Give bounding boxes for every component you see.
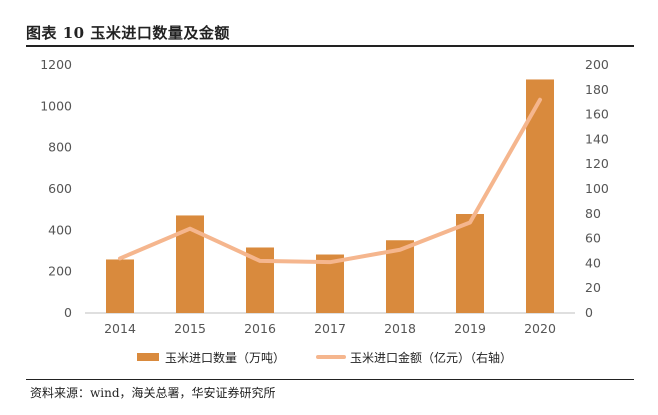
source-rule <box>26 379 634 380</box>
right-tick-label: 20 <box>585 280 601 295</box>
legend-bar-label: 玉米进口数量（万吨） <box>165 350 285 365</box>
bar-2014 <box>106 259 134 313</box>
x-axis-ticks: 2014 2015 2016 2017 2018 2019 2020 <box>104 321 556 336</box>
bar-2019 <box>456 214 484 313</box>
right-tick-label: 40 <box>585 255 601 270</box>
legend-line-label: 玉米进口金额（亿元）（右轴） <box>350 350 512 365</box>
right-tick-label: 180 <box>585 82 609 97</box>
title-rule <box>26 45 634 47</box>
chart-title: 图表 10 玉米进口数量及金额 <box>26 24 230 42</box>
legend-bar-swatch <box>137 353 159 361</box>
right-tick-label: 100 <box>585 181 609 196</box>
right-tick-label: 120 <box>585 156 609 171</box>
bar-series <box>106 79 554 313</box>
amount-line <box>118 97 542 265</box>
left-axis-ticks: 0 200 400 600 800 1000 1200 <box>40 57 72 320</box>
left-tick-label: 200 <box>48 264 72 279</box>
x-tick-label: 2019 <box>454 321 486 336</box>
right-tick-label: 0 <box>585 305 593 320</box>
left-tick-label: 800 <box>48 140 72 155</box>
left-tick-label: 1200 <box>40 57 72 72</box>
right-axis-ticks: 0 20 40 60 80 100 120 140 160 180 200 <box>585 57 609 320</box>
left-tick-label: 0 <box>64 305 72 320</box>
right-tick-label: 160 <box>585 107 609 122</box>
left-tick-label: 1000 <box>40 98 72 113</box>
right-tick-label: 80 <box>585 206 601 221</box>
legend: 玉米进口数量（万吨） 玉米进口金额（亿元）（右轴） <box>137 350 512 365</box>
x-tick-label: 2020 <box>524 321 556 336</box>
bar-2017 <box>316 254 344 313</box>
x-tick-label: 2016 <box>244 321 276 336</box>
x-tick-label: 2018 <box>384 321 416 336</box>
x-tick-label: 2015 <box>174 321 206 336</box>
right-tick-label: 140 <box>585 131 609 146</box>
left-tick-label: 600 <box>48 181 72 196</box>
x-tick-label: 2017 <box>314 321 346 336</box>
left-tick-label: 400 <box>48 222 72 237</box>
x-tick-label: 2014 <box>104 321 136 336</box>
right-tick-label: 200 <box>585 57 609 72</box>
source-note: 资料来源：wind，海关总署，华安证券研究所 <box>30 386 276 400</box>
right-tick-label: 60 <box>585 231 601 246</box>
